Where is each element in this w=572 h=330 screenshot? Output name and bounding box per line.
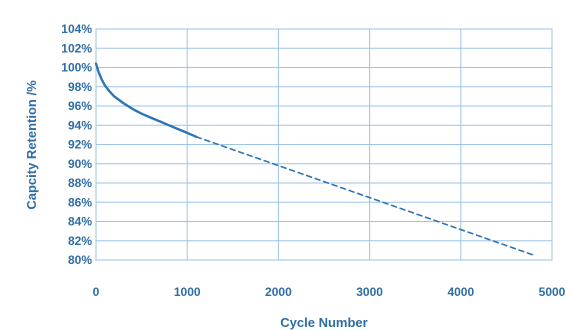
series bbox=[94, 62, 535, 256]
y-tick-label: 94% bbox=[68, 118, 92, 132]
y-tick-label: 100% bbox=[61, 61, 92, 75]
y-tick-label: 88% bbox=[68, 176, 92, 190]
x-axis-title: Cycle Number bbox=[280, 315, 367, 330]
y-tick-label: 102% bbox=[61, 41, 92, 55]
y-tick-label: 90% bbox=[68, 157, 92, 171]
x-tick-label: 5000 bbox=[539, 285, 566, 299]
x-tick-label: 4000 bbox=[447, 285, 474, 299]
y-tick-label: 82% bbox=[68, 234, 92, 248]
y-tick-label: 98% bbox=[68, 80, 92, 94]
y-tick-label: 92% bbox=[68, 138, 92, 152]
x-tick-label: 3000 bbox=[356, 285, 383, 299]
x-tick-label: 1000 bbox=[174, 285, 201, 299]
y-tick-label: 104% bbox=[61, 22, 92, 36]
x-tick-label: 2000 bbox=[265, 285, 292, 299]
y-tick-label: 96% bbox=[68, 99, 92, 113]
measured-line bbox=[94, 62, 198, 139]
grid bbox=[95, 28, 553, 261]
tick-labels: 80% 82% 84% 86% 88% 90% 92% 94% 96% 98% 100% 102% 10… bbox=[61, 22, 565, 299]
y-tick-label: 84% bbox=[68, 215, 92, 229]
x-tick-label: 0 bbox=[93, 285, 100, 299]
y-tick-label: 80% bbox=[68, 253, 92, 267]
y-axis-title: Capcity Retention /% bbox=[24, 80, 39, 210]
y-tick-label: 86% bbox=[68, 195, 92, 209]
projected-line bbox=[195, 136, 535, 256]
